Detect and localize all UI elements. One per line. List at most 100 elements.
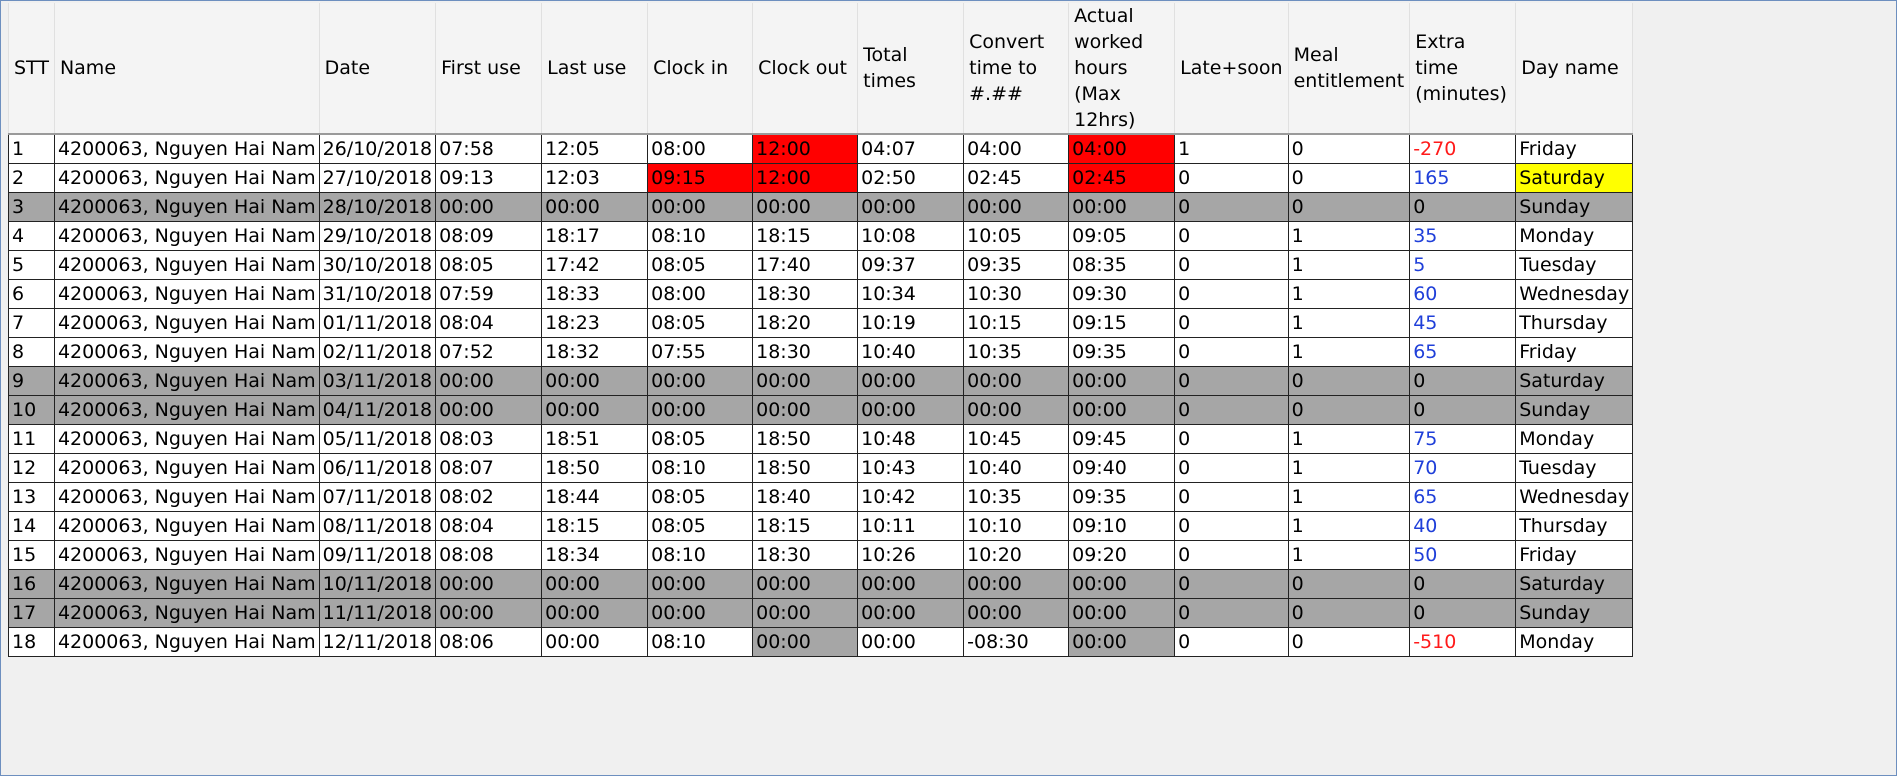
cell-stt[interactable]: 13 [8, 482, 55, 512]
cell-stt[interactable]: 7 [8, 308, 55, 338]
cell-extra-time[interactable]: 40 [1409, 511, 1517, 541]
cell-convert-time[interactable]: 00:00 [963, 192, 1070, 222]
cell-last-use[interactable]: 18:51 [541, 424, 649, 454]
cell-day-name[interactable]: Sunday [1515, 192, 1634, 222]
cell-extra-time[interactable]: 0 [1409, 366, 1517, 396]
cell-date[interactable]: 03/11/2018 [318, 366, 437, 396]
cell-name[interactable]: 4200063, Nguyen Hai Nam [53, 511, 320, 541]
cell-date[interactable]: 11/11/2018 [318, 598, 437, 628]
cell-total-times[interactable]: 10:26 [857, 540, 965, 570]
cell-name[interactable]: 4200063, Nguyen Hai Nam [53, 337, 320, 367]
cell-total-times[interactable]: 10:48 [857, 424, 965, 454]
cell-last-use[interactable]: 00:00 [541, 627, 649, 657]
table-row[interactable]: 7 4200063, Nguyen Hai Nam 01/11/2018 08:04 1… [8, 308, 1634, 338]
cell-last-use[interactable]: 18:44 [541, 482, 649, 512]
cell-meal-entitlement[interactable]: 1 [1287, 250, 1411, 280]
cell-convert-time[interactable]: 10:40 [963, 453, 1070, 483]
table-row[interactable]: 18 4200063, Nguyen Hai Nam 12/11/2018 08:06… [8, 627, 1634, 657]
cell-stt[interactable]: 15 [8, 540, 55, 570]
cell-clock-in[interactable]: 08:10 [647, 627, 754, 657]
cell-total-times[interactable]: 00:00 [857, 627, 965, 657]
cell-convert-time[interactable]: 00:00 [963, 598, 1070, 628]
cell-total-times[interactable]: 10:43 [857, 453, 965, 483]
cell-clock-in[interactable]: 08:10 [647, 453, 754, 483]
cell-late-soon[interactable]: 0 [1174, 511, 1289, 541]
table-row[interactable]: 2 4200063, Nguyen Hai Nam 27/10/2018 09:13 1… [8, 163, 1634, 193]
cell-clock-out[interactable]: 17:40 [752, 250, 859, 280]
cell-last-use[interactable]: 18:17 [541, 221, 649, 251]
column-header-total-times[interactable]: Total times [857, 3, 965, 135]
cell-date[interactable]: 01/11/2018 [318, 308, 437, 338]
cell-extra-time[interactable]: -270 [1409, 133, 1517, 164]
cell-late-soon[interactable]: 0 [1174, 366, 1289, 396]
cell-date[interactable]: 10/11/2018 [318, 569, 437, 599]
cell-first-use[interactable]: 00:00 [435, 395, 543, 425]
cell-clock-in[interactable]: 08:05 [647, 308, 754, 338]
cell-name[interactable]: 4200063, Nguyen Hai Nam [53, 569, 320, 599]
cell-late-soon[interactable]: 0 [1174, 250, 1289, 280]
cell-day-name[interactable]: Tuesday [1515, 250, 1634, 280]
cell-clock-out[interactable]: 18:50 [752, 453, 859, 483]
cell-day-name[interactable]: Friday [1515, 540, 1634, 570]
cell-meal-entitlement[interactable]: 0 [1287, 163, 1411, 193]
cell-meal-entitlement[interactable]: 1 [1287, 279, 1411, 309]
cell-convert-time[interactable]: 10:30 [963, 279, 1070, 309]
cell-last-use[interactable]: 12:03 [541, 163, 649, 193]
cell-date[interactable]: 30/10/2018 [318, 250, 437, 280]
cell-total-times[interactable]: 00:00 [857, 598, 965, 628]
table-row[interactable]: 15 4200063, Nguyen Hai Nam 09/11/2018 08:08… [8, 540, 1634, 570]
cell-clock-out[interactable]: 12:00 [752, 133, 859, 164]
cell-meal-entitlement[interactable]: 0 [1287, 366, 1411, 396]
cell-name[interactable]: 4200063, Nguyen Hai Nam [53, 133, 320, 164]
column-header-last-use[interactable]: Last use [541, 3, 649, 135]
cell-last-use[interactable]: 00:00 [541, 366, 649, 396]
cell-date[interactable]: 04/11/2018 [318, 395, 437, 425]
cell-late-soon[interactable]: 0 [1174, 482, 1289, 512]
cell-meal-entitlement[interactable]: 0 [1287, 569, 1411, 599]
cell-meal-entitlement[interactable]: 1 [1287, 511, 1411, 541]
cell-meal-entitlement[interactable]: 1 [1287, 482, 1411, 512]
cell-stt[interactable]: 17 [8, 598, 55, 628]
cell-first-use[interactable]: 08:05 [435, 250, 543, 280]
cell-clock-out[interactable]: 00:00 [752, 395, 859, 425]
table-row[interactable]: 14 4200063, Nguyen Hai Nam 08/11/2018 08:04… [8, 511, 1634, 541]
cell-date[interactable]: 31/10/2018 [318, 279, 437, 309]
table-row[interactable]: 9 4200063, Nguyen Hai Nam 03/11/2018 00:00 0… [8, 366, 1634, 396]
cell-last-use[interactable]: 18:15 [541, 511, 649, 541]
cell-clock-out[interactable]: 18:30 [752, 279, 859, 309]
cell-first-use[interactable]: 00:00 [435, 366, 543, 396]
table-row[interactable]: 3 4200063, Nguyen Hai Nam 28/10/2018 00:00 0… [8, 192, 1634, 222]
cell-actual-worked-hours[interactable]: 04:00 [1068, 133, 1176, 164]
cell-first-use[interactable]: 08:07 [435, 453, 543, 483]
cell-clock-out[interactable]: 00:00 [752, 627, 859, 657]
cell-actual-worked-hours[interactable]: 09:40 [1068, 453, 1176, 483]
cell-convert-time[interactable]: -08:30 [963, 627, 1070, 657]
cell-actual-worked-hours[interactable]: 09:30 [1068, 279, 1176, 309]
cell-last-use[interactable]: 18:50 [541, 453, 649, 483]
cell-first-use[interactable]: 08:09 [435, 221, 543, 251]
cell-name[interactable]: 4200063, Nguyen Hai Nam [53, 279, 320, 309]
cell-name[interactable]: 4200063, Nguyen Hai Nam [53, 250, 320, 280]
cell-date[interactable]: 08/11/2018 [318, 511, 437, 541]
cell-name[interactable]: 4200063, Nguyen Hai Nam [53, 424, 320, 454]
cell-total-times[interactable]: 00:00 [857, 395, 965, 425]
cell-extra-time[interactable]: 75 [1409, 424, 1517, 454]
cell-first-use[interactable]: 07:59 [435, 279, 543, 309]
cell-last-use[interactable]: 00:00 [541, 598, 649, 628]
cell-date[interactable]: 26/10/2018 [318, 133, 437, 164]
cell-total-times[interactable]: 10:11 [857, 511, 965, 541]
cell-last-use[interactable]: 17:42 [541, 250, 649, 280]
cell-late-soon[interactable]: 0 [1174, 221, 1289, 251]
cell-day-name[interactable]: Tuesday [1515, 453, 1634, 483]
cell-actual-worked-hours[interactable]: 09:35 [1068, 482, 1176, 512]
cell-day-name[interactable]: Friday [1515, 337, 1634, 367]
cell-first-use[interactable]: 00:00 [435, 192, 543, 222]
column-header-name[interactable]: Name [54, 3, 320, 135]
cell-date[interactable]: 05/11/2018 [318, 424, 437, 454]
cell-last-use[interactable]: 18:32 [541, 337, 649, 367]
cell-name[interactable]: 4200063, Nguyen Hai Nam [53, 192, 320, 222]
cell-extra-time[interactable]: 0 [1409, 569, 1517, 599]
cell-convert-time[interactable]: 02:45 [963, 163, 1070, 193]
cell-clock-in[interactable]: 08:10 [647, 540, 754, 570]
cell-last-use[interactable]: 00:00 [541, 569, 649, 599]
